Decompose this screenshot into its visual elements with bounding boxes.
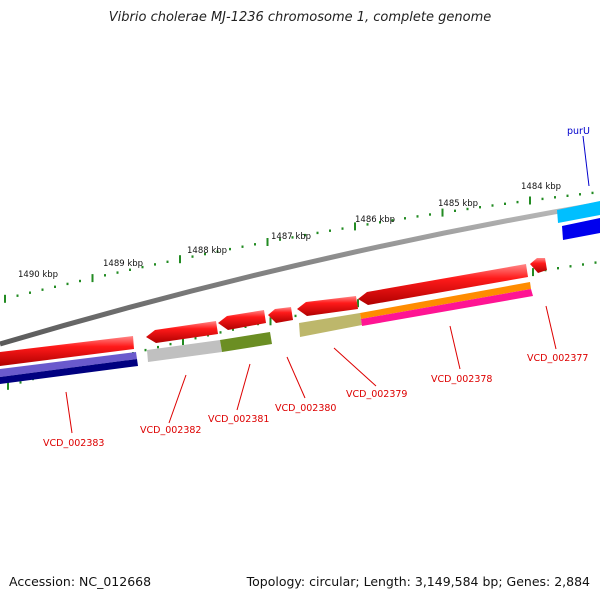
gene-label: VCD_002381: [208, 414, 269, 425]
cds-arrow: [0, 336, 134, 366]
scale-label: 1487 kbp: [271, 232, 311, 242]
gene-label: VCD_002377: [527, 353, 588, 364]
gene-label: VCD_002379: [346, 389, 407, 400]
accession-text: Accession: NC_012668: [9, 574, 152, 589]
band-gray: [147, 340, 222, 362]
gene-label: VCD_002382: [140, 425, 201, 436]
leader-line: [333, 347, 377, 387]
leader-line: [449, 325, 461, 370]
cds-arrow: [218, 310, 266, 330]
cds-arrow: [146, 321, 218, 343]
scale-label: 1489 kbp: [103, 259, 143, 269]
leader-line: [545, 305, 557, 350]
band-navy: [0, 359, 138, 384]
cds-arrow: [297, 296, 358, 316]
gene-bands: [0, 201, 600, 384]
scale-label: 1484 kbp: [521, 182, 561, 192]
band-orange: [360, 282, 531, 319]
backbone-circle: [0, 201, 600, 347]
band-khaki: [299, 313, 362, 337]
band-purple: [0, 352, 137, 377]
scale-ticks: [4, 191, 594, 303]
leader-line: [286, 356, 306, 399]
map-title: Vibrio cholerae MJ-1236 chromosome 1, co…: [108, 10, 492, 25]
cds-arrow: [268, 307, 293, 323]
scale-label: 1485 kbp: [438, 199, 478, 209]
band-purU-cyan: [557, 201, 600, 223]
genome-summary: Topology: circular; Length: 3,149,584 bp…: [246, 574, 590, 589]
cds-arrows: [0, 258, 547, 366]
scale-label: 1488 kbp: [187, 246, 227, 256]
scale-label: 1486 kbp: [355, 215, 395, 225]
leader-line: [168, 374, 187, 424]
cds-arrow: [530, 258, 547, 273]
leader-line: [236, 363, 251, 411]
band-olive: [220, 332, 272, 352]
band-magenta: [361, 289, 533, 326]
gene-label-purU: purU: [567, 126, 590, 137]
gene-labels: purU VCD_002377 VCD_002378 VCD_002379 VC…: [43, 126, 590, 449]
scale-label: 1490 kbp: [18, 270, 58, 280]
leader-lines: [65, 135, 590, 434]
gene-label: VCD_002380: [275, 403, 336, 414]
gene-label: VCD_002383: [43, 438, 104, 449]
scale-labels: 1490 kbp 1489 kbp 1488 kbp 1487 kbp 1486…: [18, 182, 561, 280]
cds-arrow: [358, 264, 528, 305]
band-purU-blue: [562, 218, 600, 240]
gene-label: VCD_002378: [431, 374, 492, 385]
leader-line: [582, 135, 590, 187]
leader-line: [65, 391, 73, 434]
